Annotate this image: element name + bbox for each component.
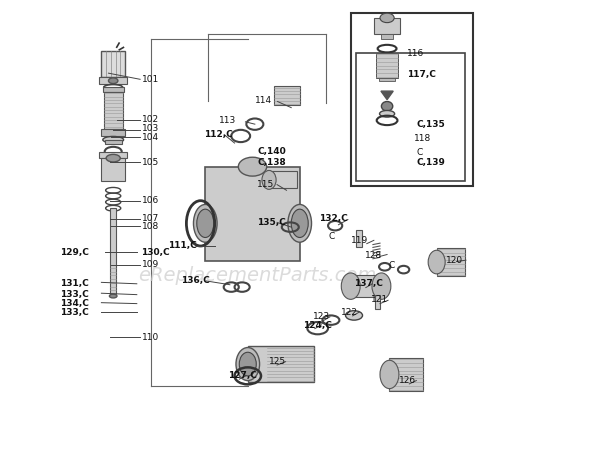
Text: 130,C: 130,C xyxy=(142,248,170,257)
Bar xyxy=(379,78,395,81)
Text: 135,C: 135,C xyxy=(257,218,286,227)
Ellipse shape xyxy=(103,136,123,143)
Text: C,135: C,135 xyxy=(417,120,445,129)
Ellipse shape xyxy=(380,360,399,389)
Bar xyxy=(110,208,116,294)
Ellipse shape xyxy=(380,13,394,23)
Bar xyxy=(104,92,123,129)
Text: 105: 105 xyxy=(142,158,159,167)
Text: 112,C: 112,C xyxy=(204,130,233,139)
Ellipse shape xyxy=(291,209,308,238)
Text: eReplacementParts.com: eReplacementParts.com xyxy=(138,266,376,285)
Text: 104: 104 xyxy=(142,133,159,142)
Text: 107: 107 xyxy=(142,214,159,223)
Text: 128: 128 xyxy=(365,251,382,260)
Polygon shape xyxy=(101,129,125,136)
Text: 101: 101 xyxy=(142,75,159,84)
Text: 133,C: 133,C xyxy=(60,290,88,299)
Bar xyxy=(350,276,381,296)
Ellipse shape xyxy=(109,294,117,298)
Ellipse shape xyxy=(379,111,395,117)
FancyBboxPatch shape xyxy=(350,13,473,186)
Ellipse shape xyxy=(341,273,360,299)
Ellipse shape xyxy=(238,157,267,176)
Bar xyxy=(101,158,125,181)
Text: 106: 106 xyxy=(142,196,159,205)
Ellipse shape xyxy=(197,209,214,238)
FancyBboxPatch shape xyxy=(356,53,465,181)
Text: 137,C: 137,C xyxy=(354,279,383,288)
Ellipse shape xyxy=(372,273,391,299)
Text: 134,C: 134,C xyxy=(60,299,88,308)
Text: 126: 126 xyxy=(399,376,416,385)
Text: C: C xyxy=(328,232,335,241)
Bar xyxy=(99,77,127,84)
Ellipse shape xyxy=(288,204,312,242)
Text: 125: 125 xyxy=(269,357,286,366)
Ellipse shape xyxy=(381,102,393,111)
Text: 127,C: 127,C xyxy=(228,371,257,380)
Text: 129,C: 129,C xyxy=(60,248,88,257)
Ellipse shape xyxy=(236,348,260,380)
Ellipse shape xyxy=(194,204,217,242)
Text: C: C xyxy=(417,148,423,157)
Ellipse shape xyxy=(346,311,362,320)
Text: 132,C: 132,C xyxy=(319,214,348,223)
Bar xyxy=(269,171,297,188)
Text: 114: 114 xyxy=(255,96,272,105)
Text: C,139: C,139 xyxy=(417,158,445,167)
Text: 118: 118 xyxy=(414,134,431,143)
Text: 133,C: 133,C xyxy=(60,308,88,317)
Ellipse shape xyxy=(106,154,120,162)
Bar xyxy=(274,86,300,105)
Text: 110: 110 xyxy=(142,333,159,342)
Ellipse shape xyxy=(262,171,276,190)
Text: 131,C: 131,C xyxy=(60,279,88,288)
Bar xyxy=(103,87,123,92)
Bar xyxy=(205,167,300,261)
Ellipse shape xyxy=(428,250,445,274)
Bar xyxy=(248,346,314,381)
Text: 115: 115 xyxy=(257,180,274,189)
Text: 109: 109 xyxy=(142,260,159,269)
Text: 122: 122 xyxy=(341,308,358,317)
Bar xyxy=(376,53,398,78)
Text: 113: 113 xyxy=(219,116,237,125)
Bar xyxy=(101,51,125,77)
Ellipse shape xyxy=(109,78,118,84)
Text: 123: 123 xyxy=(313,313,330,321)
Text: 108: 108 xyxy=(142,222,159,231)
Bar xyxy=(99,152,127,158)
Bar xyxy=(381,35,393,39)
Bar xyxy=(437,248,465,276)
Text: 119: 119 xyxy=(350,236,368,245)
Text: C,138: C,138 xyxy=(257,158,286,167)
Ellipse shape xyxy=(240,352,256,376)
Text: 121: 121 xyxy=(371,295,388,304)
Text: C,140: C,140 xyxy=(257,147,286,156)
Text: 111,C: 111,C xyxy=(168,241,197,250)
Text: 116: 116 xyxy=(407,49,425,58)
Bar xyxy=(104,140,122,144)
Bar xyxy=(356,230,362,247)
Bar xyxy=(375,295,380,309)
Text: 124,C: 124,C xyxy=(303,321,332,330)
Bar xyxy=(389,358,422,391)
Text: 102: 102 xyxy=(142,115,159,124)
Bar xyxy=(374,18,400,35)
Text: 120: 120 xyxy=(446,256,463,265)
Text: 136,C: 136,C xyxy=(181,276,209,285)
Text: C: C xyxy=(388,261,395,270)
Polygon shape xyxy=(381,91,393,100)
Text: 103: 103 xyxy=(142,124,159,133)
Text: 117,C: 117,C xyxy=(407,70,436,79)
